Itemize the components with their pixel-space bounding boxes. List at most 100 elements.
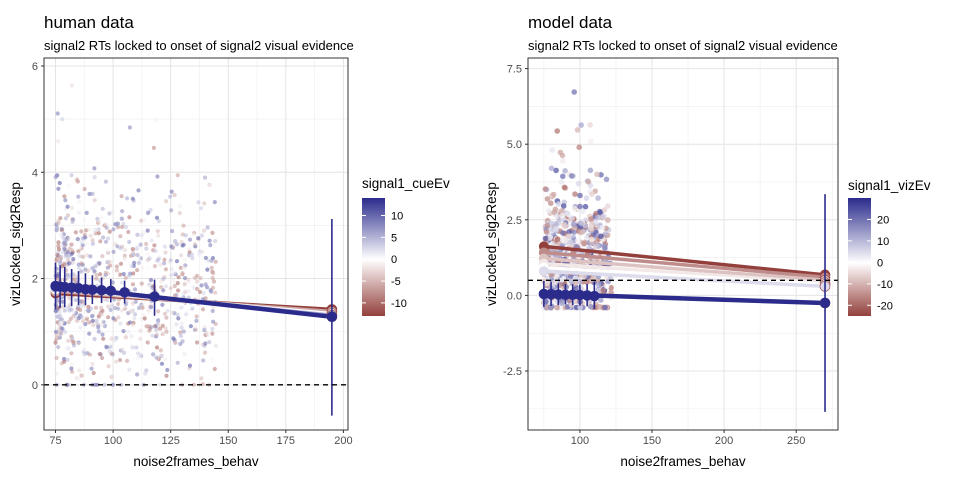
scatter-point — [79, 229, 84, 234]
scatter-point — [73, 230, 78, 235]
scatter-point — [169, 272, 174, 278]
scatter-point — [175, 281, 180, 286]
scatter-point — [572, 191, 578, 197]
scatter-point — [144, 246, 149, 251]
scatter-point — [164, 373, 169, 378]
scatter-point — [202, 328, 207, 333]
scatter-point — [559, 277, 565, 283]
scatter-point — [196, 236, 201, 241]
scatter-point — [145, 228, 150, 233]
legend-colorbar — [848, 198, 871, 316]
scatter-point — [130, 323, 135, 328]
scatter-point — [105, 248, 110, 253]
scatter-point — [562, 237, 568, 244]
scatter-point — [115, 228, 120, 233]
scatter-point — [206, 258, 211, 263]
scatter-point — [63, 198, 68, 203]
scatter-point — [184, 312, 189, 317]
scatter-point — [118, 234, 123, 239]
scatter-point — [60, 117, 65, 122]
scatter-point — [121, 329, 126, 334]
scatter-point — [189, 252, 194, 257]
scatter-point — [79, 261, 84, 266]
scatter-point — [88, 233, 93, 238]
scatter-point — [151, 352, 156, 357]
x-tick-label: 100 — [571, 435, 589, 447]
scatter-point — [571, 89, 577, 95]
scatter-point — [56, 247, 62, 252]
scatter-point — [158, 326, 163, 331]
chart-title: model data — [528, 13, 613, 32]
scatter-point — [179, 253, 184, 258]
scatter-point — [70, 219, 75, 224]
scatter-point — [76, 252, 81, 257]
scatter-point — [111, 227, 116, 232]
legend-tick-label: -20 — [877, 300, 893, 312]
scatter-point — [55, 252, 60, 257]
scatter-point — [596, 287, 602, 294]
x-tick-label: 100 — [104, 435, 122, 447]
mean-point — [326, 311, 338, 323]
scatter-point — [83, 235, 88, 240]
x-tick-label: 175 — [277, 435, 295, 447]
x-tick-label: 125 — [161, 435, 179, 447]
scatter-point — [57, 335, 63, 340]
scatter-point — [142, 316, 147, 321]
scatter-point — [168, 194, 173, 199]
scatter-point — [114, 359, 119, 364]
scatter-point — [595, 195, 601, 201]
scatter-point — [210, 276, 215, 281]
scatter-point — [64, 346, 69, 351]
scatter-point — [136, 256, 141, 261]
x-tick-label: 150 — [643, 435, 661, 447]
scatter-point — [560, 173, 566, 180]
scatter-point — [75, 179, 80, 184]
x-tick-label: 200 — [715, 435, 733, 447]
scatter-point — [161, 288, 166, 293]
scatter-point — [69, 362, 74, 367]
scatter-point — [169, 310, 174, 315]
scatter-point — [54, 355, 59, 360]
y-tick-label: 7.5 — [507, 64, 522, 76]
scatter-point — [99, 318, 104, 323]
scatter-point — [199, 376, 204, 381]
scatter-point — [118, 321, 123, 326]
scatter-point — [178, 333, 184, 339]
scatter-point — [63, 329, 68, 335]
scatter-point — [150, 333, 155, 338]
scatter-point — [201, 358, 206, 363]
scatter-point — [551, 209, 558, 216]
scatter-point — [132, 260, 137, 265]
scatter-point — [69, 366, 74, 371]
scatter-point — [126, 329, 131, 334]
scatter-point — [79, 373, 84, 378]
scatter-point — [123, 335, 128, 340]
scatter-point — [583, 195, 590, 201]
scatter-point — [94, 318, 99, 323]
x-tick-label: 250 — [787, 435, 805, 447]
scatter-point — [139, 318, 144, 323]
scatter-point — [170, 229, 175, 234]
scatter-point — [73, 274, 78, 279]
scatter-point — [127, 320, 133, 325]
series-line — [542, 269, 827, 289]
scatter-point — [169, 267, 174, 272]
scatter-point — [196, 308, 201, 313]
scatter-point — [170, 325, 175, 330]
y-tick-label: 5.0 — [507, 139, 522, 151]
scatter-point — [183, 276, 188, 281]
series-line — [542, 244, 827, 277]
scatter-point — [104, 345, 109, 350]
scatter-point — [90, 314, 95, 319]
scatter-point — [156, 322, 161, 327]
scatter-point — [549, 226, 555, 232]
scatter-point — [151, 145, 156, 150]
scatter-point — [147, 282, 152, 287]
scatter-point — [65, 204, 70, 209]
scatter-point — [134, 345, 139, 350]
scatter-point — [75, 237, 80, 242]
scatter-point — [76, 376, 81, 381]
scatter-point — [588, 138, 594, 145]
scatter-point — [76, 265, 82, 271]
scatter-point — [171, 245, 176, 250]
